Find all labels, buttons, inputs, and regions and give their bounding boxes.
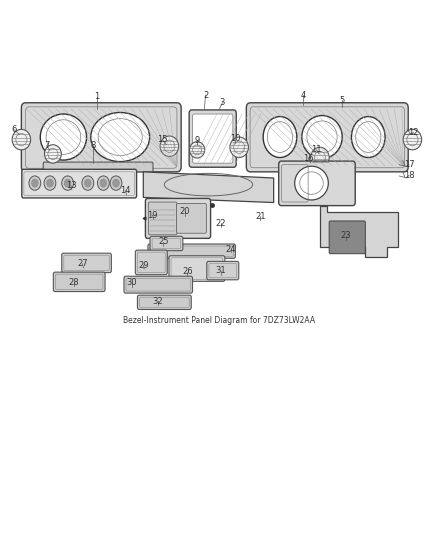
Ellipse shape	[91, 112, 150, 161]
Text: 23: 23	[341, 231, 351, 240]
Ellipse shape	[29, 176, 41, 190]
Ellipse shape	[64, 179, 71, 187]
Text: 15: 15	[157, 135, 167, 144]
Text: 11: 11	[311, 146, 322, 155]
Text: 5: 5	[339, 96, 344, 104]
Text: 29: 29	[138, 261, 148, 270]
Ellipse shape	[113, 179, 119, 187]
Text: 32: 32	[153, 297, 163, 306]
Ellipse shape	[82, 176, 94, 190]
FancyBboxPatch shape	[62, 253, 111, 273]
Ellipse shape	[230, 137, 248, 158]
Ellipse shape	[12, 130, 31, 150]
Text: 8: 8	[90, 141, 95, 150]
Ellipse shape	[45, 145, 61, 163]
FancyBboxPatch shape	[145, 198, 211, 238]
FancyBboxPatch shape	[43, 162, 153, 172]
Text: 12: 12	[408, 128, 419, 137]
Text: 26: 26	[182, 267, 193, 276]
FancyBboxPatch shape	[148, 244, 235, 259]
Text: 16: 16	[303, 154, 314, 163]
Ellipse shape	[302, 116, 342, 158]
Text: 18: 18	[404, 171, 414, 180]
Text: 17: 17	[404, 160, 414, 168]
Text: 21: 21	[255, 212, 265, 221]
Ellipse shape	[62, 176, 74, 190]
Text: 24: 24	[226, 245, 236, 254]
Text: 20: 20	[179, 207, 190, 216]
Text: 3: 3	[220, 98, 225, 107]
Text: 13: 13	[66, 181, 76, 190]
Text: 4: 4	[300, 91, 306, 100]
Ellipse shape	[263, 117, 297, 158]
FancyBboxPatch shape	[53, 272, 105, 292]
Ellipse shape	[311, 147, 329, 168]
Text: 6: 6	[11, 125, 17, 134]
FancyBboxPatch shape	[21, 103, 181, 172]
Ellipse shape	[44, 176, 56, 190]
Text: 2: 2	[203, 91, 208, 100]
Ellipse shape	[190, 142, 205, 158]
Text: 10: 10	[230, 134, 240, 143]
Ellipse shape	[85, 179, 91, 187]
Text: 9: 9	[194, 135, 200, 144]
Text: 7: 7	[44, 141, 49, 150]
Ellipse shape	[295, 166, 328, 200]
Ellipse shape	[98, 176, 109, 190]
FancyBboxPatch shape	[150, 236, 183, 251]
Ellipse shape	[403, 130, 422, 150]
Text: 31: 31	[216, 266, 226, 275]
FancyBboxPatch shape	[189, 110, 236, 167]
FancyBboxPatch shape	[193, 114, 233, 163]
FancyBboxPatch shape	[22, 169, 137, 198]
Text: 14: 14	[120, 186, 131, 195]
Text: 19: 19	[147, 211, 158, 220]
Polygon shape	[320, 206, 398, 257]
FancyBboxPatch shape	[246, 103, 408, 172]
Polygon shape	[143, 172, 274, 203]
FancyBboxPatch shape	[148, 202, 177, 235]
Ellipse shape	[110, 176, 122, 190]
FancyBboxPatch shape	[207, 261, 239, 280]
Ellipse shape	[46, 179, 53, 187]
FancyBboxPatch shape	[138, 295, 191, 310]
Text: 30: 30	[126, 278, 137, 287]
Text: 28: 28	[69, 278, 79, 287]
Text: 1: 1	[95, 92, 100, 101]
FancyBboxPatch shape	[177, 204, 206, 233]
Text: 25: 25	[158, 237, 169, 246]
Text: 22: 22	[216, 219, 226, 228]
Ellipse shape	[351, 117, 385, 158]
FancyBboxPatch shape	[169, 256, 225, 281]
Ellipse shape	[160, 136, 179, 157]
Ellipse shape	[40, 114, 87, 160]
FancyBboxPatch shape	[279, 161, 355, 206]
FancyBboxPatch shape	[135, 250, 167, 274]
Ellipse shape	[32, 179, 38, 187]
Ellipse shape	[100, 179, 107, 187]
FancyBboxPatch shape	[124, 276, 193, 293]
Text: 27: 27	[77, 260, 88, 269]
FancyBboxPatch shape	[329, 221, 365, 254]
Text: Bezel-Instrument Panel Diagram for 7DZ73LW2AA: Bezel-Instrument Panel Diagram for 7DZ73…	[123, 316, 315, 325]
